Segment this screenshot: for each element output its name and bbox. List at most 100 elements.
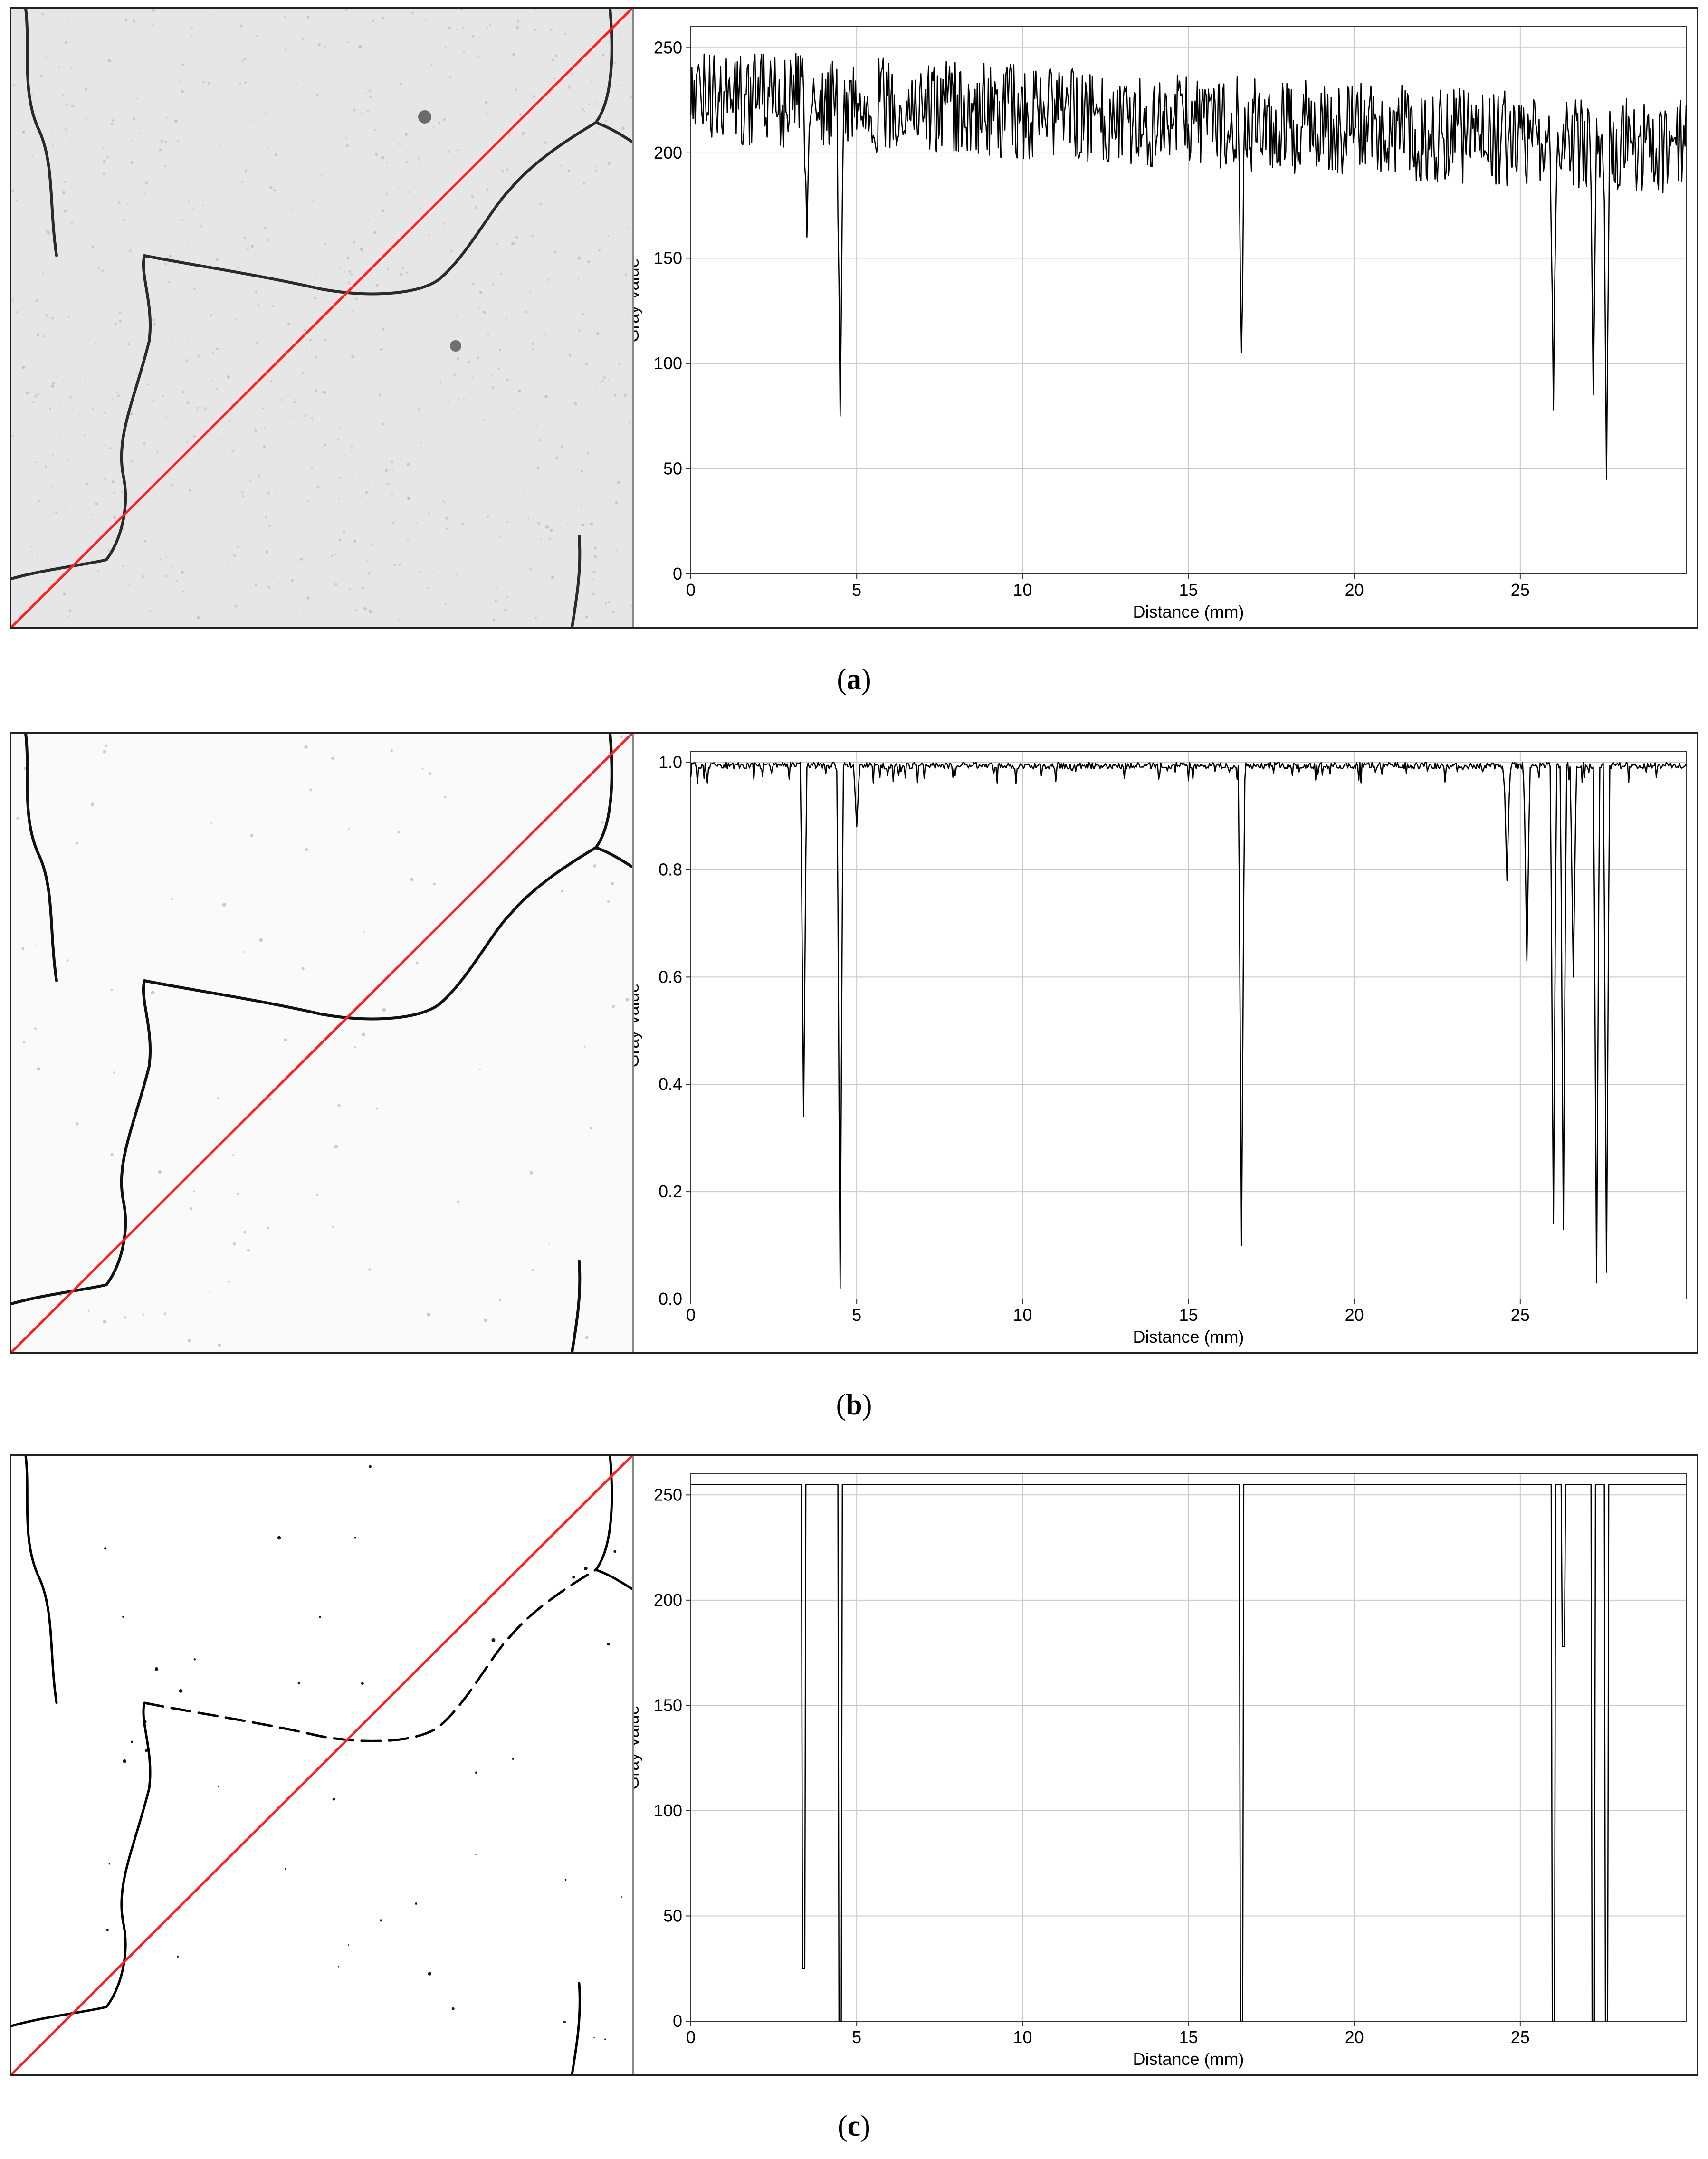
texture-speck [523,489,525,491]
texture-speck [536,467,539,469]
texture-speck [57,66,60,68]
noise-speck [354,1536,357,1539]
texture-speck [327,522,329,523]
texture-speck [45,314,48,317]
texture-speck [101,269,104,272]
texture-speck [457,149,459,152]
texture-speck [544,141,547,144]
texture-speck [559,571,560,572]
texture-speck [532,348,534,351]
y-tick-label: 150 [654,1695,682,1715]
noise-speck [368,1268,371,1271]
texture-speck [482,419,485,421]
texture-speck [32,401,35,403]
texture-speck [398,187,399,189]
texture-speck [525,310,527,313]
noise-speck [611,882,614,886]
texture-speck [104,478,107,480]
texture-speck [108,59,111,62]
texture-speck [318,43,321,46]
texture-speck [560,445,563,448]
gray-value-series [690,762,1687,1289]
noise-speck [217,1786,219,1787]
texture-speck [121,491,124,494]
texture-speck [241,59,244,62]
texture-speck [59,623,61,624]
crack-line [571,535,582,627]
texture-speck [257,303,260,306]
texture-speck [337,497,340,500]
texture-speck [97,570,99,572]
texture-speck [498,535,501,539]
texture-speck [103,444,105,446]
texture-speck [314,402,316,404]
texture-speck [416,522,418,524]
texture-speck [352,478,353,479]
texture-speck [334,583,338,586]
texture-speck [241,491,244,494]
texture-speck [200,225,202,227]
texture-speck [306,500,309,503]
gray-profile-chart-b: 0 5 10 15 20 25 0.0 0.2 0.4 0.6 0.8 1.0 Distance (mm… [634,734,1698,1352]
texture-speck [348,270,352,274]
texture-speck [399,564,401,566]
texture-speck [539,202,542,205]
texture-speck [92,246,94,248]
texture-speck [511,241,515,245]
texture-speck [430,64,432,66]
texture-speck [59,438,61,439]
texture-speck [592,592,595,596]
texture-speck [263,445,266,449]
texture-speck [398,143,401,146]
texture-speck [442,222,445,225]
texture-speck [581,523,584,527]
texture-speck [534,617,537,619]
texture-speck [316,93,319,96]
texture-speck [62,592,66,596]
texture-speck [618,363,621,366]
noise-speck [267,1227,269,1230]
texture-speck [241,181,243,183]
texture-speck [306,15,310,19]
texture-speck [601,54,604,57]
noise-speck [143,1313,145,1316]
texture-speck [523,498,525,500]
texture-speck [418,403,420,405]
texture-speck [590,522,593,525]
texture-speck [150,401,151,403]
texture-speck [339,427,341,429]
texture-speck [369,610,372,613]
texture-speck [67,459,70,462]
noise-speck [37,1067,40,1071]
texture-speck [489,582,491,583]
texture-speck [71,104,75,108]
noise-speck [620,735,623,738]
y-tick-label: 50 [663,1906,682,1925]
crack-line [594,846,632,868]
texture-speck [30,545,32,547]
texture-speck [175,518,177,519]
texture-speck [160,606,162,608]
texture-speck [392,522,395,524]
y-axis-title: Gray Value [634,258,642,342]
y-tick-label: 100 [654,353,682,373]
texture-speck [353,241,355,244]
texture-speck [534,29,537,31]
x-tick-label: 0 [686,580,696,600]
texture-speck [468,361,470,364]
x-tick-label: 25 [1511,580,1530,600]
noise-speck [297,1681,301,1685]
texture-speck [487,333,489,335]
texture-speck [244,58,247,61]
crack-line [571,1982,581,2074]
texture-speck [343,271,345,273]
texture-speck [582,472,583,474]
texture-speck [595,166,597,168]
noise-speck [16,817,19,820]
texture-speck [569,354,572,357]
texture-speck [577,256,581,260]
noise-speck [193,1190,195,1192]
texture-speck [352,310,354,312]
texture-speck [506,378,509,381]
